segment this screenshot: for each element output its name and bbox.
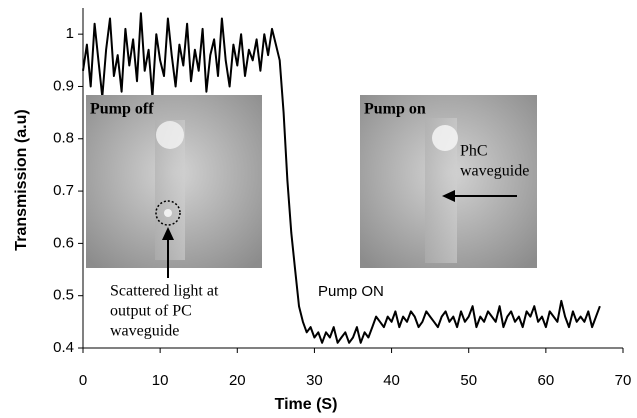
scatter-spot [164,209,172,217]
x-tick-label: 70 [615,372,632,389]
annotation: Pump on [364,101,426,118]
y-tick-label: 0.4 [53,339,74,356]
arrow-head [442,190,455,202]
annotation: Pump ON [318,283,384,300]
annotation: waveguide [460,163,529,180]
x-axis-label: Time (S) [275,396,338,413]
x-tick-label: 60 [538,372,555,389]
data-line [82,12,601,344]
annotation: output of PC [110,303,192,320]
y-axis-label: Transmission (a.u) [13,109,30,250]
y-tick-label: 0.8 [53,130,74,147]
y-tick-label: 0.9 [53,77,74,94]
x-tick-label: 0 [79,372,87,389]
annotation: Scattered light at [110,283,219,300]
annotation: waveguide [110,323,179,340]
y-tick-label: 0.5 [53,287,74,304]
x-tick-label: 20 [229,372,246,389]
x-tick-label: 10 [152,372,169,389]
arrow-head [162,227,174,240]
y-tick-label: 0.6 [53,234,74,251]
bright-spot [432,125,458,151]
bright-spot [156,121,184,149]
annotation: Pump off [90,101,154,118]
dotted-circle [155,200,181,226]
x-tick-label: 30 [306,372,323,389]
annotation: PhC [460,143,488,160]
y-tick-label: 0.7 [53,182,74,199]
y-tick-label: 1 [66,25,74,42]
x-tick-label: 50 [460,372,477,389]
x-tick-label: 40 [383,372,400,389]
